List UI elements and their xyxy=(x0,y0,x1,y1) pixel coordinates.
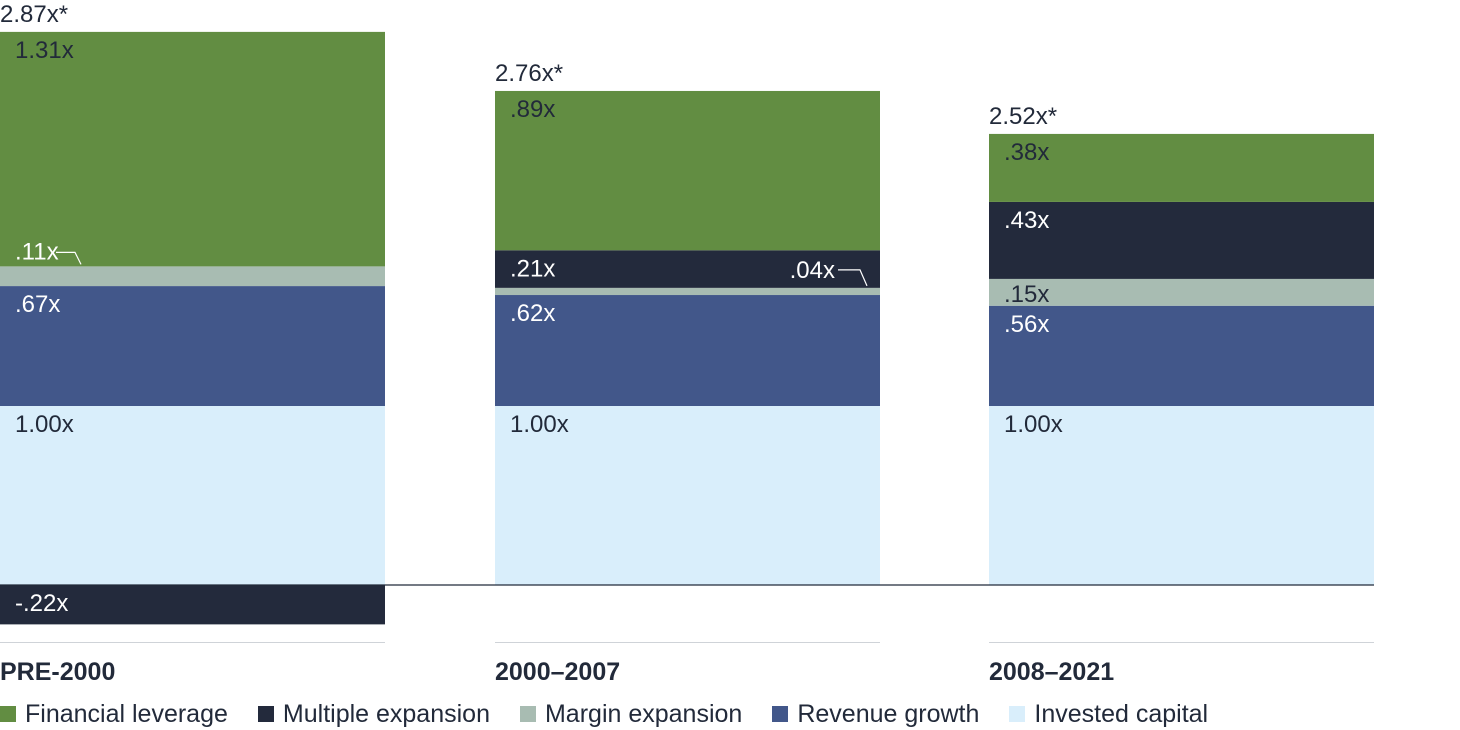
segment-label: 1.00x xyxy=(510,411,569,438)
legend-label: Multiple expansion xyxy=(282,699,490,728)
bar-segment-multiple-expansion-pre-2000 xyxy=(0,585,385,625)
legend-item-revenue-growth: Revenue growth xyxy=(772,700,979,729)
segment-label: .21x xyxy=(510,255,555,282)
segment-label: .04x xyxy=(790,257,835,284)
legend-item-margin-expansion: Margin expansion xyxy=(519,699,743,729)
bar-segment-multiple-expansion-2008-2021 xyxy=(989,201,1374,279)
legend-swatch xyxy=(257,706,274,722)
leader-line xyxy=(838,269,868,287)
legend-label: Financial leverage xyxy=(25,699,228,728)
segment-label: 1.00x xyxy=(15,411,74,438)
segment-label: -.22x xyxy=(15,590,68,617)
segment-label: .38x xyxy=(1004,139,1049,166)
segment-label: .15x xyxy=(1004,281,1049,308)
category-label: 2008–2021 xyxy=(989,658,1114,686)
bar-segment-revenue-growth-2000-2007 xyxy=(495,295,880,406)
bar-segment-multiple-expansion-2000-2007 xyxy=(495,250,880,288)
segment-label: .43x xyxy=(1004,207,1049,234)
bar-segment-revenue-growth-2008-2021 xyxy=(989,305,1374,406)
bar-segment-invested-capital-pre-2000 xyxy=(0,406,385,585)
segment-label: .89x xyxy=(510,96,555,123)
legend-swatch xyxy=(0,706,16,722)
legend-item-multiple-expansion: Multiple expansion xyxy=(257,699,490,729)
bar-segment-invested-capital-2000-2007 xyxy=(495,406,880,585)
leader-line xyxy=(56,251,82,265)
bar-segment-margin-expansion-2008-2021 xyxy=(989,278,1374,306)
legend-label: Margin expansion xyxy=(544,699,743,728)
total-label: 2.52x* xyxy=(989,103,1057,130)
bar-segment-margin-expansion-2000-2007 xyxy=(495,287,880,296)
legend-label: Invested capital xyxy=(1034,699,1209,728)
segment-label: .67x xyxy=(15,291,60,318)
segment-label: 1.31x xyxy=(15,37,74,64)
segment-label: .11x xyxy=(15,238,59,265)
total-label: 2.87x* xyxy=(0,1,68,28)
segment-label: .56x xyxy=(1004,311,1049,338)
legend-item-invested-capital: Invested capital xyxy=(1009,700,1208,729)
legend-swatch xyxy=(772,706,789,722)
category-label: 2000–2007 xyxy=(495,658,620,686)
stacked-bar-chart: 1.00x .67x .11x -.22x 1.31x 2.87x* PRE-2000 1.0… xyxy=(0,1,1374,686)
bar-segment-financial-leverage-pre-2000 xyxy=(0,31,385,267)
bar-segment-revenue-growth-pre-2000 xyxy=(0,286,385,406)
segment-label: 1.00x xyxy=(1004,411,1063,438)
bar-segment-margin-expansion-pre-2000 xyxy=(0,266,385,287)
bar-segment-financial-leverage-2008-2021 xyxy=(989,133,1374,202)
bar-segment-financial-leverage-2000-2007 xyxy=(495,90,880,251)
legend-swatch xyxy=(519,706,536,722)
chart-legend: Financial leverage Multiple expansion Marg… xyxy=(0,698,1238,730)
bar-segment-invested-capital-2008-2021 xyxy=(989,406,1374,585)
legend-label: Revenue growth xyxy=(797,699,980,728)
category-label: PRE-2000 xyxy=(0,658,115,686)
legend-swatch xyxy=(1009,706,1026,722)
segment-label: .62x xyxy=(510,300,555,327)
legend-item-financial-leverage: Financial leverage xyxy=(0,700,228,729)
total-label: 2.76x* xyxy=(495,60,563,87)
